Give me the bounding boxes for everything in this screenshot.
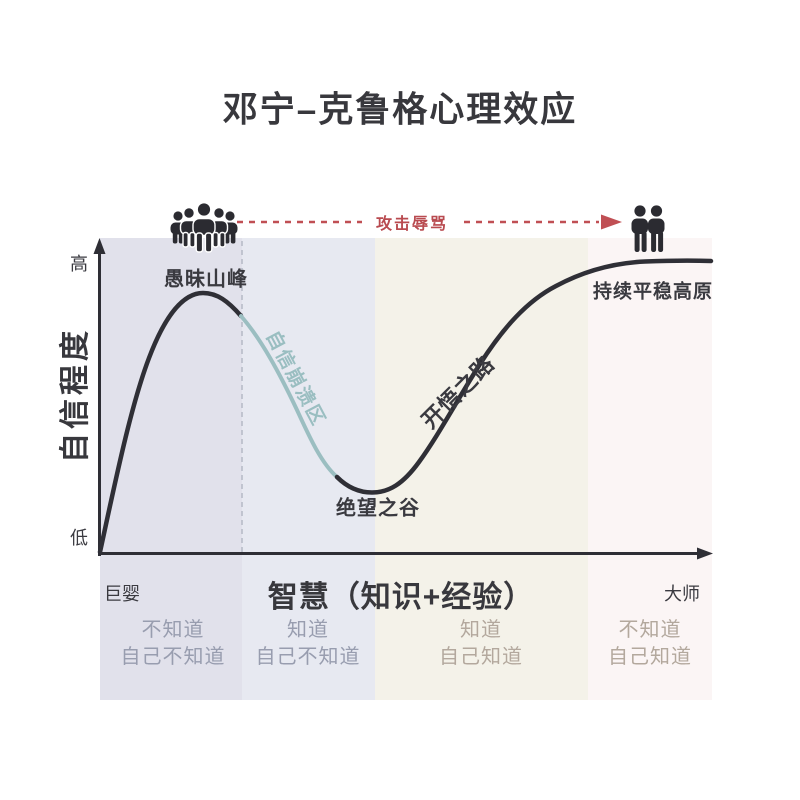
zone1-caption: 不知道 自己不知道	[121, 617, 226, 671]
zone4-caption-line1: 不知道	[618, 619, 682, 641]
valley-annotation: 绝望之谷	[336, 497, 420, 520]
plateau-annotation: 持续平稳高原	[592, 281, 714, 303]
x-axis-arrow-icon	[697, 547, 713, 560]
x-axis-title: 智慧（知识+经验）	[267, 581, 535, 614]
zone-unknown-known	[588, 238, 712, 700]
zone3-caption-line2: 自己知道	[439, 646, 523, 668]
zone4-caption-line2: 自己知道	[608, 646, 692, 668]
zone1-caption-line1: 不知道	[141, 619, 205, 641]
zone3-caption-line1: 知道	[460, 619, 502, 641]
y-axis-low-label: 低	[70, 528, 88, 548]
zone2-caption-line1: 知道	[287, 619, 329, 641]
y-axis	[93, 238, 106, 556]
curve-segment-rise	[97, 290, 244, 555]
attack-arrow	[237, 214, 622, 230]
peak-annotation: 愚昧山峰	[164, 268, 248, 291]
curve-segment-collapse	[239, 314, 339, 479]
zone1-caption-line2: 自己不知道	[120, 646, 226, 668]
y-axis-title: 自信程度	[59, 327, 92, 463]
curve-segment-recovery	[334, 258, 714, 495]
zone3-caption: 知道 自己知道	[439, 617, 523, 671]
x-axis-right-label: 大师	[664, 584, 700, 604]
page-title: 邓宁–克鲁格心理效应	[222, 90, 578, 130]
crowd-icon	[170, 201, 238, 253]
zone2-caption-line2: 自己不知道	[255, 646, 361, 668]
zone4-caption: 不知道 自己知道	[608, 617, 692, 671]
x-axis	[98, 547, 713, 560]
two-persons-icon	[631, 205, 665, 252]
attack-label: 攻击辱骂	[375, 216, 449, 233]
attack-arrowhead-icon	[601, 214, 622, 230]
y-axis-high-label: 高	[70, 254, 88, 274]
zone-known-known	[375, 238, 588, 700]
zone2-caption: 知道 自己不知道	[256, 617, 361, 671]
x-axis-left-label: 巨婴	[104, 584, 140, 604]
zone-known-unknown	[242, 238, 375, 700]
y-axis-arrow-icon	[93, 238, 106, 254]
